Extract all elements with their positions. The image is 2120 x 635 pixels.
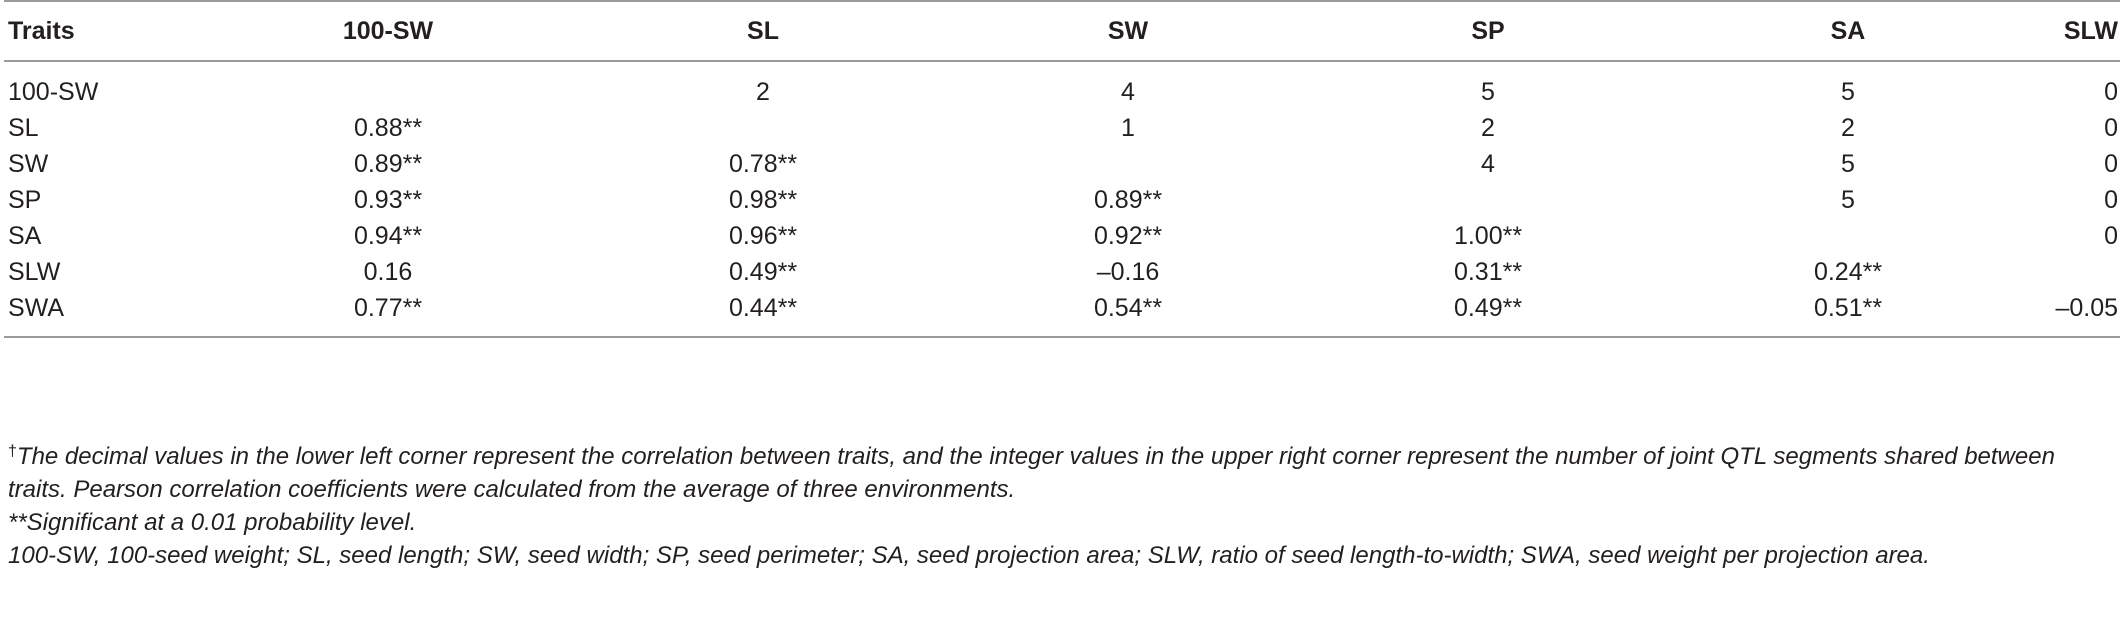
table-cell: 0.31** <box>1453 257 1523 286</box>
table-cell: 0.94** <box>353 221 423 250</box>
table-cell: 5 <box>1841 149 1855 178</box>
table-cell: 0.49** <box>728 257 798 286</box>
table-cell: 0.89** <box>1093 185 1163 214</box>
table-cell: 0 <box>2104 185 2118 214</box>
footnote-abbreviations: 100-SW, 100-seed weight; SL, seed length… <box>8 542 1930 569</box>
dagger-symbol: † <box>8 443 17 460</box>
table-cell <box>2018 254 2120 290</box>
table-cell: 0.16 <box>363 257 413 286</box>
table-row: SA 0.94** 0.96** 0.92** 1.00** 0 <box>4 218 2120 254</box>
table-cell: 2 <box>756 77 770 106</box>
row-label: SA <box>8 221 42 250</box>
table-cell: 5 <box>1841 77 1855 106</box>
table-cell: 2 <box>1841 113 1855 142</box>
table-cell: 4 <box>1121 77 1135 106</box>
table-header: Traits 100-SW SL SW SP SA SLW <box>4 1 2120 61</box>
header-cell-traits: Traits <box>8 16 75 45</box>
table-cell: 0 <box>2104 149 2118 178</box>
table-cell: 0.78** <box>728 149 798 178</box>
header-cell-slw: SLW <box>2063 16 2118 45</box>
table-body: 100-SW 2 4 5 5 0 SL 0.88** 1 2 2 0 SW 0.… <box>4 61 2120 337</box>
table-cell: 0 <box>2104 77 2118 106</box>
row-label: SW <box>8 149 49 178</box>
table-cell: –0.05 <box>2055 293 2118 322</box>
table-row: 100-SW 2 4 5 5 0 <box>4 61 2120 110</box>
table-cell: 0.88** <box>353 113 423 142</box>
table-row: SL 0.88** 1 2 2 0 <box>4 110 2120 146</box>
table-cell <box>1678 218 2018 254</box>
table-cell: 5 <box>1841 185 1855 214</box>
table-row: SLW 0.16 0.49** –0.16 0.31** 0.24** <box>4 254 2120 290</box>
header-cell-sa: SA <box>1830 16 1866 45</box>
table-cell: 0.96** <box>728 221 798 250</box>
table-cell: 0 <box>2104 113 2118 142</box>
table-footnotes: †The decimal values in the lower left co… <box>8 435 2112 572</box>
table-cell: 4 <box>1481 149 1495 178</box>
table-cell: 0.24** <box>1813 257 1883 286</box>
row-label: SWA <box>8 293 65 322</box>
table-cell: 0.98** <box>728 185 798 214</box>
table-cell: 0.54** <box>1093 293 1163 322</box>
header-cell-sl: SL <box>747 16 779 45</box>
table-cell: 0.92** <box>1093 221 1163 250</box>
table-cell: 1 <box>1121 113 1135 142</box>
header-cell-sw: SW <box>1107 16 1149 45</box>
table-cell <box>568 110 958 146</box>
table-cell: 5 <box>1481 77 1495 106</box>
footnote-dagger: †The decimal values in the lower left co… <box>8 435 2112 506</box>
table-row: SWA 0.77** 0.44** 0.54** 0.49** 0.51** –… <box>4 290 2120 337</box>
footnote-significance: **Significant at a 0.01 probability leve… <box>8 509 417 536</box>
footnote-dagger-text: The decimal values in the lower left cor… <box>8 443 2055 503</box>
table-cell: 0.49** <box>1453 293 1523 322</box>
row-label: 100-SW <box>8 77 99 106</box>
table-cell: 0.44** <box>728 293 798 322</box>
table-cell: 1.00** <box>1453 221 1523 250</box>
table-cell: 0.51** <box>1813 293 1883 322</box>
row-label: SP <box>8 185 42 214</box>
table-cell <box>1298 182 1678 218</box>
table-cell <box>958 146 1298 182</box>
header-cell-sp: SP <box>1471 16 1505 45</box>
table-cell: 0.77** <box>353 293 423 322</box>
correlation-table-container: Traits 100-SW SL SW SP SA SLW 100-SW 2 4… <box>4 0 2120 338</box>
header-cell-100-sw: 100-SW <box>342 16 434 45</box>
header-row: Traits 100-SW SL SW SP SA SLW <box>4 1 2120 61</box>
table-row: SP 0.93** 0.98** 0.89** 5 0 <box>4 182 2120 218</box>
table-cell: 0.93** <box>353 185 423 214</box>
row-label: SLW <box>8 257 61 286</box>
table-cell <box>208 61 568 110</box>
table-cell: 0 <box>2104 221 2118 250</box>
table-cell: 2 <box>1481 113 1495 142</box>
table-cell: 0.89** <box>353 149 423 178</box>
table-cell: –0.16 <box>1096 257 1160 286</box>
table-row: SW 0.89** 0.78** 4 5 0 <box>4 146 2120 182</box>
correlation-table: Traits 100-SW SL SW SP SA SLW 100-SW 2 4… <box>4 0 2120 338</box>
row-label: SL <box>8 113 39 142</box>
